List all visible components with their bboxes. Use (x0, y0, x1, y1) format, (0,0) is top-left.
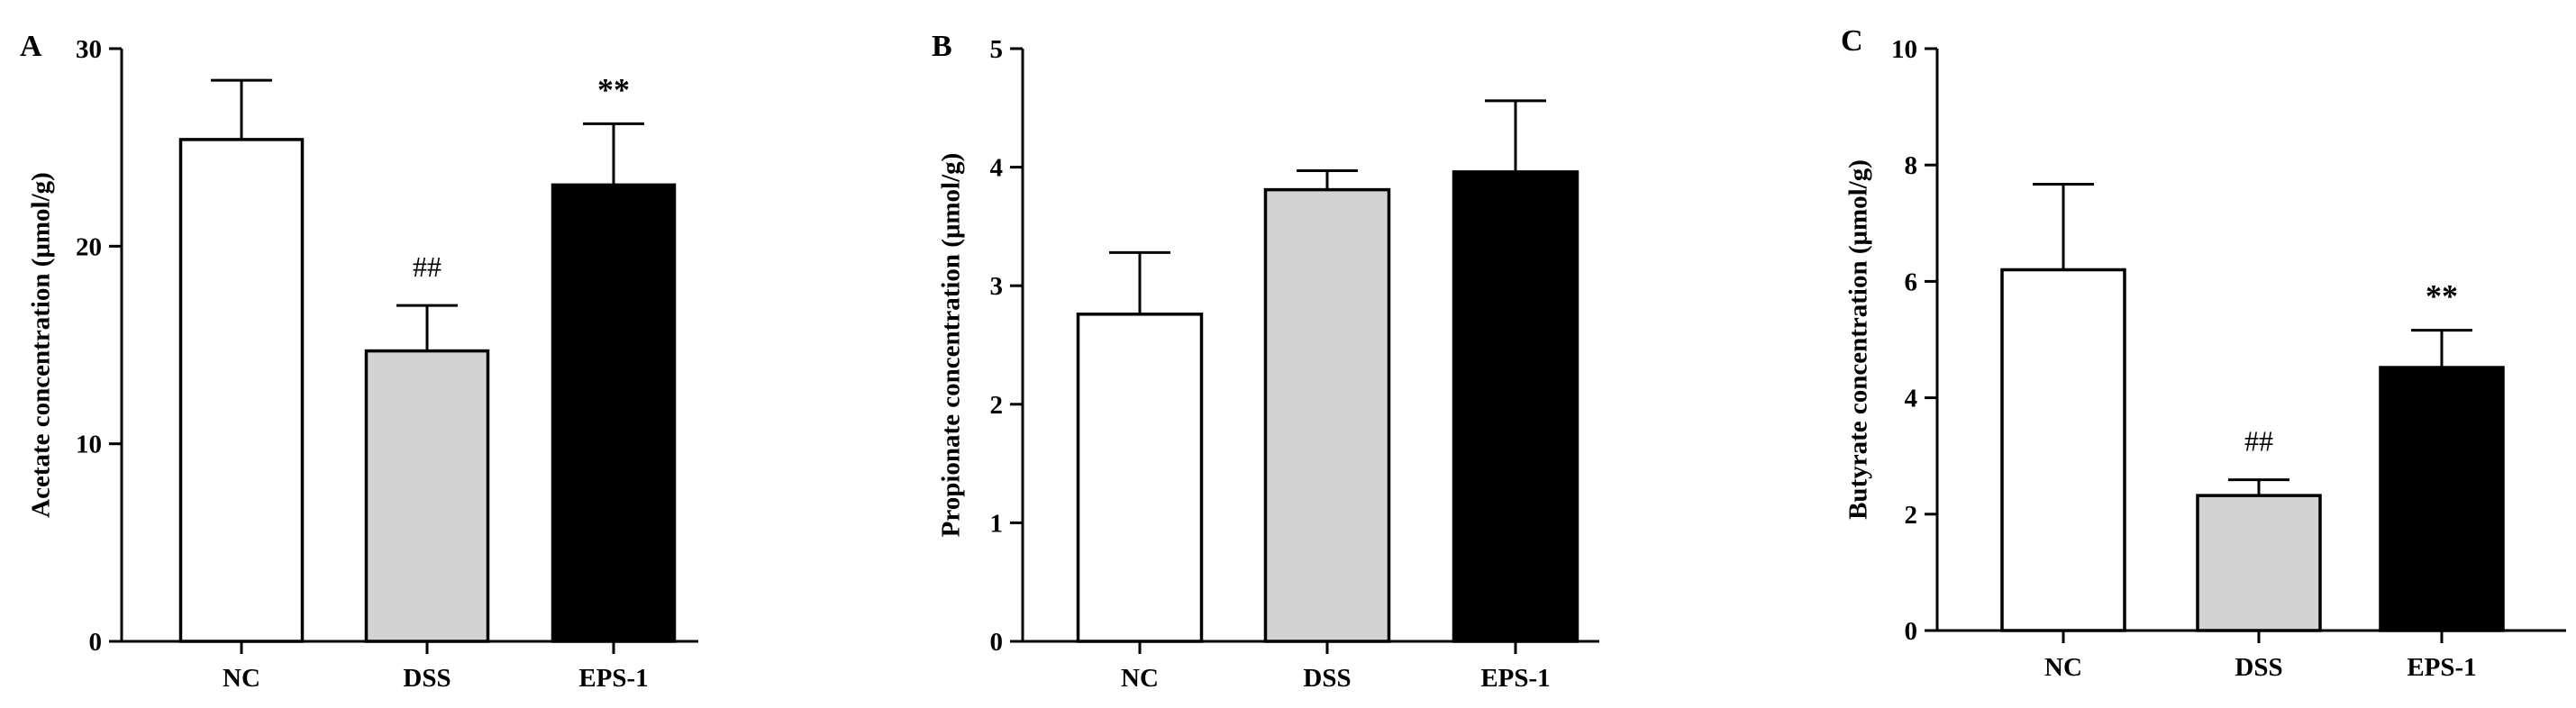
significance-label: ## (413, 250, 441, 283)
bar-dss (364, 349, 490, 643)
y-tick-label: 20 (76, 232, 102, 261)
x-tick-label: DSS (2235, 653, 2282, 682)
y-tick-label: 2 (990, 391, 1004, 420)
y-tick-label: 1 (990, 509, 1004, 538)
y-tick-label: 0 (89, 628, 103, 657)
y-tick-label: 8 (1905, 151, 1918, 180)
panel-letter: A (20, 30, 42, 63)
significance-label: ** (597, 71, 630, 107)
y-tick-label: 6 (1905, 268, 1918, 296)
y-tick-label: 30 (76, 35, 102, 64)
x-tick-label: DSS (1303, 664, 1351, 693)
y-tick-label: 4 (990, 154, 1004, 183)
bar-nc (178, 138, 305, 643)
y-axis-label: Butyrate concentration (μmol/g) (1844, 159, 1873, 520)
x-tick-label: EPS-1 (1480, 664, 1550, 693)
y-tick-label: 5 (990, 35, 1004, 64)
y-tick-label: 10 (76, 431, 102, 459)
y-axis-label: Acetate concentration (μmol/g) (27, 172, 56, 518)
x-tick-label: NC (223, 664, 260, 693)
y-tick-label: 2 (1905, 501, 1918, 530)
x-tick-label: EPS-1 (578, 664, 648, 693)
chart-panel-c: C 0 2 4 6 8 10 Butyrate concentration (μmol/g) N… (1841, 24, 2566, 682)
y-tick-label: 0 (1905, 617, 1918, 646)
panel-letter: B (932, 30, 952, 63)
y-tick-label: 10 (1891, 35, 1917, 64)
bar-eps-1 (551, 183, 677, 643)
chart-panel-b: B 0 1 2 3 4 5 Propionate concentration (μmol/g)… (932, 30, 1599, 693)
x-tick-label: EPS-1 (2407, 653, 2476, 682)
x-tick-label: DSS (403, 664, 451, 693)
y-axis-label: Propionate concentration (μmol/g) (937, 153, 966, 538)
bar-dss (1263, 187, 1391, 643)
bar-eps-1 (2379, 366, 2505, 632)
y-tick-label: 3 (990, 272, 1004, 301)
y-tick-label: 0 (990, 628, 1004, 657)
chart-panel-a: A 0 10 20 30 Acetate concentration (μmol/g) NC… (20, 30, 698, 693)
significance-label: ** (2426, 278, 2458, 314)
x-tick-label: NC (2044, 653, 2082, 682)
bar-eps-1 (1452, 170, 1579, 643)
x-tick-label: NC (1121, 664, 1159, 693)
bar-dss (2196, 494, 2322, 632)
significance-label: ## (2244, 425, 2273, 458)
bar-nc (1076, 313, 1204, 643)
bar-nc (2000, 268, 2126, 632)
y-tick-label: 4 (1905, 385, 1918, 413)
panel-letter: C (1841, 24, 1863, 58)
